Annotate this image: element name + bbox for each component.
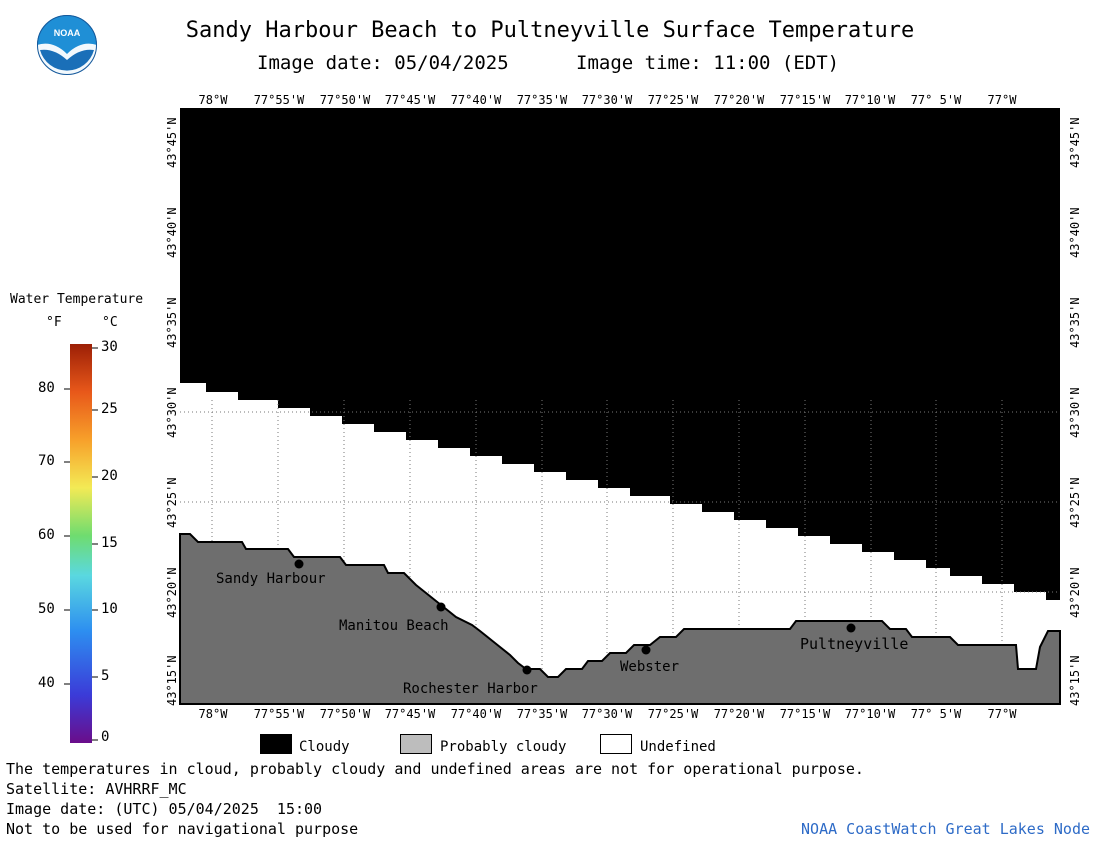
lat-label: 43°40'N: [1068, 207, 1082, 258]
lat-label: 43°15'N: [165, 655, 179, 706]
lat-label: 43°30'N: [165, 387, 179, 438]
f-tick: 60: [38, 527, 55, 543]
lon-label: 77°25'W: [647, 707, 699, 721]
c-tick: 20: [101, 468, 118, 484]
colorbar-unit-f: °F: [46, 315, 62, 330]
place-marker-sandy-harbour: [294, 559, 304, 569]
key-swatch-cloudy: [260, 734, 292, 754]
lon-label: 77°20'W: [713, 93, 765, 107]
lat-label: 43°20'N: [165, 567, 179, 618]
lat-label: 43°30'N: [1068, 387, 1082, 438]
lon-label: 77°35'W: [516, 93, 568, 107]
c-tick: 30: [101, 339, 118, 355]
lon-label: 77°15'W: [779, 707, 831, 721]
map-title: Sandy Harbour Beach to Pultneyville Surf…: [185, 18, 915, 43]
lon-label: 77°W: [987, 707, 1017, 721]
lon-label: 77°35'W: [516, 707, 568, 721]
logo-text: NOAA: [54, 28, 81, 38]
noaa-logo: NOAA: [37, 15, 97, 75]
lon-label: 77°W: [987, 93, 1017, 107]
lon-label: 77°50'W: [319, 93, 371, 107]
lat-label: 43°45'N: [165, 117, 179, 168]
lat-label: 43°20'N: [1068, 567, 1082, 618]
place-label-rochester-harbor: Rochester Harbor: [403, 681, 538, 697]
lon-label: 77°55'W: [253, 707, 305, 721]
grid-lines: [180, 400, 1060, 704]
lon-label: 78°W: [198, 93, 228, 107]
lat-label: 43°25'N: [1068, 477, 1082, 528]
lon-label: 77°10'W: [844, 93, 896, 107]
lon-label: 77°45'W: [384, 707, 436, 721]
f-tick: 80: [38, 380, 55, 396]
place-marker-rochester-harbor: [522, 665, 532, 675]
lat-label: 43°35'N: [165, 297, 179, 348]
place-marker-pultneyville: [846, 623, 856, 633]
c-tick: 25: [101, 401, 118, 417]
colorbar: [64, 344, 98, 743]
lon-label: 77°30'W: [581, 707, 633, 721]
footer-credit: NOAA CoastWatch Great Lakes Node: [801, 820, 1090, 838]
lon-label: 77°50'W: [319, 707, 371, 721]
footer-utc-date: Image date: (UTC) 05/04/2025 15:00: [6, 800, 323, 818]
lon-label: 77°10'W: [844, 707, 896, 721]
lon-label: 77°25'W: [647, 93, 699, 107]
land-region: [179, 533, 1061, 705]
image-time: Image time: 11:00 (EDT): [576, 52, 840, 74]
lon-label: 77°40'W: [450, 93, 502, 107]
key-swatch-probably-cloudy: [400, 734, 432, 754]
image-date: Image date: 05/04/2025: [257, 52, 509, 74]
lon-label: 77°40'W: [450, 707, 502, 721]
lon-label: 77°20'W: [713, 707, 765, 721]
lon-label: 77°15'W: [779, 93, 831, 107]
lon-label: 77°30'W: [581, 93, 633, 107]
lon-label: 77°55'W: [253, 93, 305, 107]
lat-label: 43°40'N: [165, 207, 179, 258]
f-tick: 50: [38, 601, 55, 617]
lat-label: 43°25'N: [165, 477, 179, 528]
f-tick: 70: [38, 453, 55, 469]
colorbar-unit-c: °C: [102, 315, 118, 330]
lat-label: 43°15'N: [1068, 655, 1082, 706]
place-label-webster: Webster: [620, 659, 679, 675]
c-tick: 10: [101, 601, 118, 617]
lon-label: 78°W: [198, 707, 228, 721]
key-label-cloudy: Cloudy: [299, 739, 350, 755]
place-label-pultneyville: Pultneyville: [800, 635, 908, 653]
key-label-undefined: Undefined: [640, 739, 716, 755]
c-tick: 0: [101, 729, 110, 745]
c-tick: 15: [101, 535, 118, 551]
lon-label: 77°45'W: [384, 93, 436, 107]
place-marker-manitou-beach: [436, 602, 446, 612]
place-label-manitou-beach: Manitou Beach: [339, 618, 449, 634]
colorbar-title: Water Temperature: [10, 292, 144, 307]
lat-label: 43°35'N: [1068, 297, 1082, 348]
f-tick: 40: [38, 675, 55, 691]
key-label-probably-cloudy: Probably cloudy: [440, 739, 567, 755]
lat-label: 43°45'N: [1068, 117, 1082, 168]
place-label-sandy-harbour: Sandy Harbour: [216, 571, 326, 587]
key-swatch-undefined: [600, 734, 632, 754]
place-marker-webster: [641, 645, 651, 655]
footer-note: The temperatures in cloud, probably clou…: [6, 760, 864, 778]
lon-label: 77° 5'W: [910, 707, 962, 721]
footer-satellite: Satellite: AVHRRF_MC: [6, 780, 187, 798]
footer-nav-warning: Not to be used for navigational purpose: [6, 820, 359, 838]
lon-label: 77° 5'W: [910, 93, 962, 107]
c-tick: 5: [101, 668, 110, 684]
